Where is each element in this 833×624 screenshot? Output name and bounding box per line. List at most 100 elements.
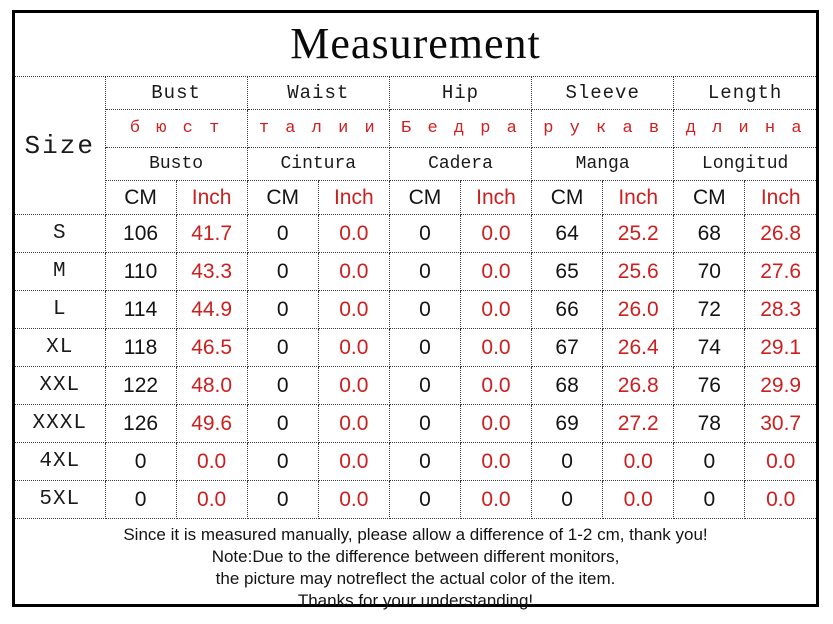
cm-value: 0	[388, 214, 461, 253]
inch-value: 29.9	[744, 366, 816, 405]
cm-value: 0	[388, 290, 461, 329]
inch-value: 28.3	[744, 290, 816, 329]
inch-value: 41.7	[175, 214, 248, 253]
inch-value: 0.0	[459, 290, 533, 329]
size-label: XL	[15, 328, 106, 367]
cm-value: 0	[673, 480, 746, 519]
cm-value: 0	[246, 480, 319, 519]
cm-value: 69	[531, 404, 604, 443]
group-header-bust-es: Busto	[105, 147, 248, 181]
notes: Since it is measured manually, please al…	[15, 519, 816, 612]
note-line: the picture may notreflect the actual co…	[215, 569, 616, 588]
cm-value: 118	[104, 328, 177, 367]
group-header-bust: Bust	[104, 77, 248, 110]
note-line: Since it is measured manually, please al…	[123, 525, 708, 544]
table-row: S 106 41.7 0 0.0 0 0.0 64 25.2 68 26.8	[15, 214, 816, 253]
cm-value: 0	[388, 404, 461, 443]
inch-value: 26.8	[602, 366, 675, 405]
inch-value: 0.0	[175, 480, 248, 519]
inch-value: 0.0	[459, 328, 533, 367]
cm-value: 0	[246, 442, 319, 481]
inch-value: 0.0	[459, 404, 533, 443]
cm-value: 76	[673, 366, 746, 405]
inch-value: 26.4	[602, 328, 675, 367]
unit-header-inch: Inch	[459, 180, 533, 215]
cm-value: 0	[388, 480, 461, 519]
cm-value: 0	[246, 214, 319, 253]
group-header-sleeve-es: Manga	[531, 147, 675, 181]
group-header-sleeve: Sleeve	[531, 77, 675, 110]
cm-value: 0	[388, 328, 461, 367]
inch-value: 0.0	[317, 214, 390, 253]
inch-value: 0.0	[459, 252, 533, 291]
unit-header-cm: CM	[246, 180, 319, 215]
inch-value: 49.6	[175, 404, 248, 443]
unit-header-inch: Inch	[317, 180, 390, 215]
unit-header-cm: CM	[531, 180, 604, 215]
note-line: Note:Due to the difference between diffe…	[211, 547, 620, 566]
inch-value: 27.2	[602, 404, 675, 443]
inch-value: 29.1	[744, 328, 816, 367]
group-header-waist: Waist	[246, 77, 390, 110]
group-header-sleeve-ru: р у к а в	[531, 109, 675, 148]
inch-value: 0.0	[744, 480, 816, 519]
inch-value: 26.8	[744, 214, 816, 253]
size-label: M	[15, 252, 106, 291]
cm-value: 68	[531, 366, 604, 405]
inch-value: 0.0	[602, 442, 675, 481]
cm-value: 70	[673, 252, 746, 291]
header-row-english: Size Bust Waist Hip Sleeve Length	[15, 77, 816, 215]
header-row-units: CM Inch CM Inch CM Inch CM Inch CM Inch	[15, 180, 816, 215]
size-label: XXL	[15, 366, 106, 405]
group-header-length: Length	[673, 77, 816, 110]
size-label: 5XL	[15, 480, 106, 519]
cm-value: 0	[104, 480, 177, 519]
inch-value: 0.0	[175, 442, 248, 481]
inch-value: 0.0	[459, 214, 533, 253]
table-row: M 110 43.3 0 0.0 0 0.0 65 25.6 70 27.6	[15, 252, 816, 291]
cm-value: 0	[246, 290, 319, 329]
table-row: XXXL 126 49.6 0 0.0 0 0.0 69 27.2 78 30.7	[15, 404, 816, 443]
group-header-hip-ru: Б е д р а	[388, 109, 533, 148]
cm-value: 0	[246, 366, 319, 405]
table-body: S 106 41.7 0 0.0 0 0.0 64 25.2 68 26.8 M 110 43.3 0 0.0…	[15, 214, 816, 519]
inch-value: 0.0	[317, 480, 390, 519]
group-header-length-es: Longitud	[673, 147, 816, 181]
inch-value: 30.7	[744, 404, 816, 443]
size-label: XXXL	[15, 404, 106, 443]
size-label: S	[15, 214, 106, 253]
inch-value: 25.6	[602, 252, 675, 291]
cm-value: 78	[673, 404, 746, 443]
group-header-length-ru: д л и н а	[673, 109, 816, 148]
cm-value: 0	[388, 366, 461, 405]
note-line: Thanks for your understanding!	[297, 591, 534, 610]
page-title: Measurement	[15, 13, 816, 77]
inch-value: 0.0	[317, 328, 390, 367]
cm-value: 66	[531, 290, 604, 329]
cm-value: 0	[531, 442, 604, 481]
unit-header-inch: Inch	[175, 180, 248, 215]
measurement-sheet: Measurement Size Bust Waist Hip Sleeve L…	[12, 10, 819, 610]
cm-value: 106	[104, 214, 177, 253]
unit-header-cm: CM	[388, 180, 461, 215]
cm-value: 114	[104, 290, 177, 329]
inch-value: 0.0	[317, 366, 390, 405]
size-chart-table: Size Bust Waist Hip Sleeve Length б ю с …	[15, 77, 816, 519]
table-row: XL 118 46.5 0 0.0 0 0.0 67 26.4 74 29.1	[15, 328, 816, 367]
inch-value: 0.0	[459, 442, 533, 481]
unit-header-inch: Inch	[744, 180, 816, 215]
inch-value: 0.0	[317, 404, 390, 443]
group-header-waist-ru: т а л и и	[246, 109, 390, 148]
table-row: 5XL 0 0.0 0 0.0 0 0.0 0 0.0 0 0.0	[15, 480, 816, 519]
inch-value: 0.0	[459, 480, 533, 519]
group-header-hip: Hip	[388, 77, 533, 110]
cm-value: 0	[531, 480, 604, 519]
inch-value: 44.9	[175, 290, 248, 329]
cm-value: 74	[673, 328, 746, 367]
inch-value: 48.0	[175, 366, 248, 405]
table-row: L 114 44.9 0 0.0 0 0.0 66 26.0 72 28.3	[15, 290, 816, 329]
inch-value: 0.0	[459, 366, 533, 405]
cm-value: 65	[531, 252, 604, 291]
size-column-header: Size	[15, 77, 106, 215]
inch-value: 0.0	[744, 442, 816, 481]
